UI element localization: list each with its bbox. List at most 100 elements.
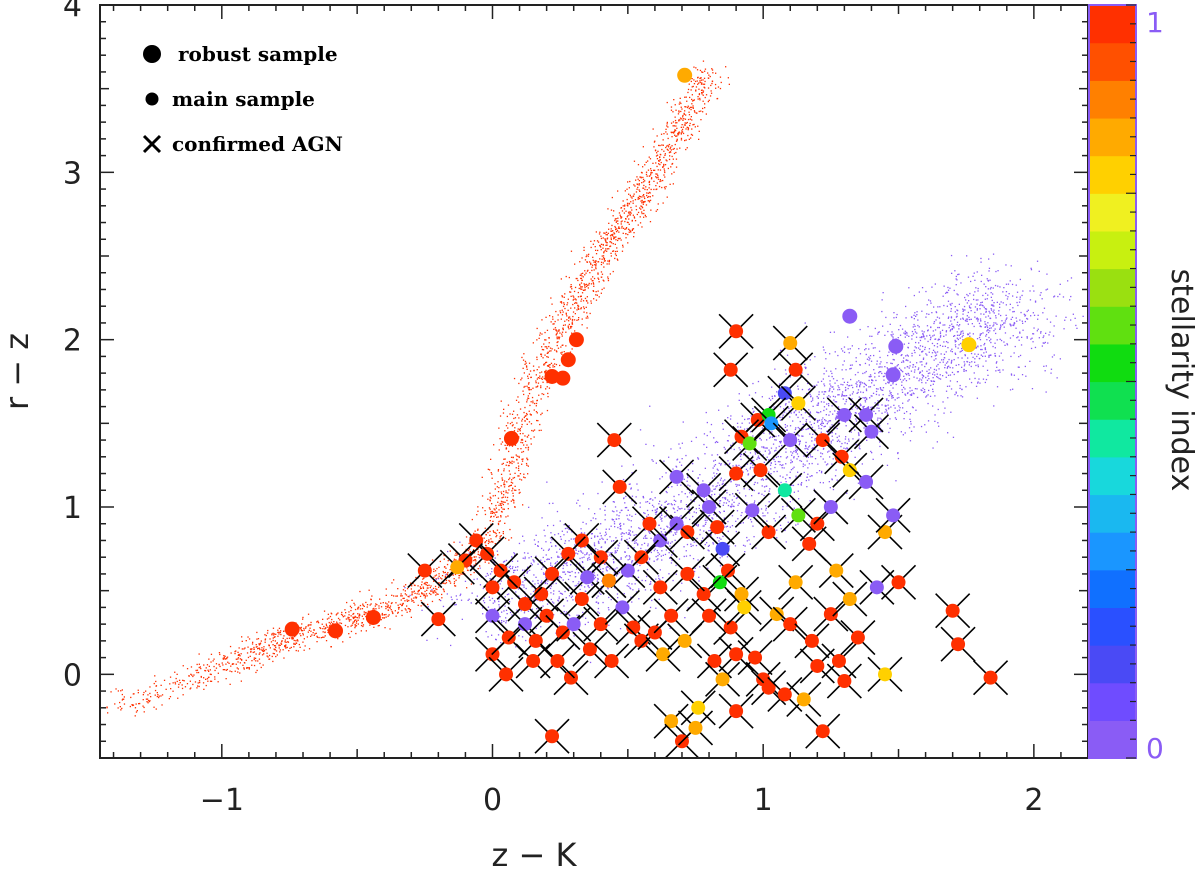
agn-dot bbox=[517, 597, 532, 612]
agn-marker bbox=[734, 492, 770, 528]
agn-dot bbox=[691, 700, 706, 715]
agn-marker bbox=[631, 506, 668, 542]
agn-dot bbox=[796, 692, 811, 707]
agn-marker bbox=[596, 422, 632, 458]
agn-dot bbox=[769, 607, 784, 622]
colorbar-segment bbox=[1089, 268, 1136, 307]
agn-dot bbox=[791, 508, 806, 523]
agn-dot bbox=[783, 617, 798, 632]
agn-marker bbox=[859, 569, 895, 605]
colorbar-segment bbox=[1089, 456, 1136, 496]
agn-dot bbox=[582, 642, 597, 657]
agn-marker bbox=[794, 623, 830, 659]
colorbar-segment bbox=[1089, 532, 1136, 571]
y-tick-label: 2 bbox=[63, 324, 82, 359]
agn-dot bbox=[555, 625, 570, 640]
robust-sample-dot bbox=[842, 308, 858, 324]
colorbar-segment bbox=[1089, 569, 1136, 608]
agn-dot bbox=[450, 560, 465, 575]
colorbar-segment bbox=[1089, 343, 1136, 383]
colorbar-segment bbox=[1089, 381, 1136, 420]
agn-marker bbox=[880, 564, 917, 600]
robust-sample-dot bbox=[568, 332, 584, 348]
legend-cross-icon bbox=[142, 134, 162, 154]
agn-marker bbox=[669, 556, 705, 592]
agn-dot bbox=[493, 563, 508, 578]
agn-dot bbox=[951, 637, 966, 652]
agn-dot bbox=[723, 362, 738, 377]
agn-dot bbox=[810, 658, 825, 673]
agn-dot bbox=[669, 469, 684, 484]
agn-dot bbox=[764, 416, 779, 431]
agn-dot bbox=[526, 653, 541, 668]
robust-sample-dot bbox=[961, 337, 977, 353]
agn-marker bbox=[594, 643, 630, 679]
colorbar: 1 0 stellarity index bbox=[1088, 4, 1199, 765]
colorbar-segment bbox=[1089, 5, 1136, 44]
colorbar-segment bbox=[1089, 682, 1136, 721]
agn-marker bbox=[488, 656, 524, 692]
colorbar-segment bbox=[1089, 117, 1136, 157]
agn-marker bbox=[772, 325, 808, 361]
agn-dot bbox=[729, 466, 744, 481]
x-tick-label: 1 bbox=[754, 783, 773, 818]
agn-dot bbox=[720, 563, 735, 578]
agn-marker bbox=[732, 425, 768, 461]
agn-dot bbox=[612, 479, 627, 494]
colorbar-title: stellarity index bbox=[1164, 269, 1199, 492]
colorbar-max-label: 1 bbox=[1146, 6, 1164, 39]
agn-marker bbox=[875, 497, 911, 533]
legend-label: main sample bbox=[172, 87, 315, 111]
agn-dot bbox=[566, 617, 581, 632]
agn-marker bbox=[821, 643, 857, 679]
agn-marker bbox=[550, 536, 586, 572]
colorbar-segment bbox=[1089, 645, 1136, 684]
agn-marker bbox=[778, 352, 814, 388]
colorbar-segment bbox=[1089, 306, 1136, 345]
agn-dot bbox=[574, 592, 589, 607]
agn-marker bbox=[602, 469, 638, 505]
agn-marker bbox=[972, 660, 1009, 696]
agn-dot bbox=[431, 612, 446, 627]
agn-marker bbox=[458, 522, 494, 559]
agn-dot bbox=[615, 600, 630, 615]
agn-dot bbox=[715, 541, 730, 556]
agn-marker bbox=[534, 718, 570, 754]
legend-label: confirmed AGN bbox=[172, 132, 343, 156]
agn-marker bbox=[713, 352, 749, 388]
agn-dot bbox=[550, 653, 565, 668]
agn-dot bbox=[791, 396, 806, 411]
colorbar-segment bbox=[1089, 607, 1136, 646]
agn-dot bbox=[642, 516, 657, 531]
agn-dot bbox=[677, 633, 692, 648]
agn-marker bbox=[553, 660, 589, 696]
y-axis-title: r − z bbox=[0, 333, 36, 410]
agn-marker bbox=[572, 631, 608, 667]
agn-dot bbox=[777, 483, 792, 498]
agn-dot bbox=[761, 680, 776, 695]
agn-dot bbox=[723, 620, 738, 635]
agn-marker bbox=[604, 589, 640, 625]
agn-dot bbox=[823, 500, 838, 514]
colorbar-segment bbox=[1089, 193, 1136, 232]
agn-marker bbox=[539, 643, 576, 679]
robust-sample-dot bbox=[560, 352, 576, 368]
robust-sample-dot bbox=[365, 609, 381, 625]
agn-dot bbox=[777, 386, 792, 401]
agn-marker bbox=[705, 661, 741, 697]
agn-dot bbox=[480, 546, 495, 561]
colorbar-segment bbox=[1089, 42, 1136, 81]
agn-marker bbox=[742, 452, 779, 488]
agn-dot bbox=[829, 563, 844, 578]
agn-marker bbox=[718, 455, 754, 492]
agn-marker bbox=[832, 581, 868, 617]
robust-sample-dot bbox=[555, 370, 571, 386]
agn-dot bbox=[580, 570, 595, 585]
agn-dot bbox=[745, 503, 760, 518]
legend: robust sample main sample confirmed AGN bbox=[142, 42, 343, 156]
agn-dot bbox=[859, 474, 874, 489]
colorbar-segment bbox=[1089, 80, 1136, 119]
agn-dot bbox=[696, 483, 711, 498]
agn-dot bbox=[815, 433, 830, 448]
